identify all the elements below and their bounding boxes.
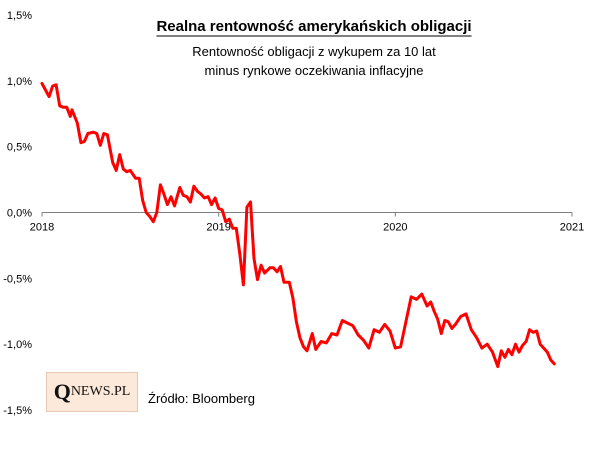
y-tick-label: 0,0%	[7, 208, 32, 220]
y-tick-label: 1,5%	[7, 10, 32, 22]
x-tick-label: 2019	[206, 222, 230, 234]
series-line	[40, 82, 556, 369]
logo-letter: Q	[53, 379, 71, 404]
chart-subtitle-line-1: Rentowność obligacji z wykupem za 10 lat	[192, 44, 436, 59]
y-tick-label: -1,0%	[3, 339, 32, 351]
x-tick-label: 2020	[383, 222, 407, 234]
y-tick-label: 0,5%	[7, 142, 32, 154]
chart-title: Realna rentowność amerykańskich obligacj…	[156, 18, 471, 35]
x-axis: 2018 2019 2020 2021	[30, 212, 584, 234]
x-tick-label: 2021	[560, 222, 584, 234]
source-label: Źródło: Bloomberg	[148, 391, 255, 406]
chart-subtitle-line-2: minus rynkowe oczekiwania inflacyjne	[205, 63, 424, 78]
y-tick-label: -0,5%	[3, 273, 32, 285]
y-axis-labels: 1,5% 1,0% 0,5% 0,0% -0,5% -1,0% -1,5%	[3, 10, 32, 417]
y-tick-label: -1,5%	[3, 405, 32, 417]
y-tick-label: 1,0%	[7, 76, 32, 88]
x-tick-label: 2018	[30, 222, 54, 234]
series-layer	[40, 82, 556, 369]
qnews-logo: Q NEWS.PL	[46, 372, 138, 412]
logo-text: NEWS.PL	[70, 384, 131, 399]
